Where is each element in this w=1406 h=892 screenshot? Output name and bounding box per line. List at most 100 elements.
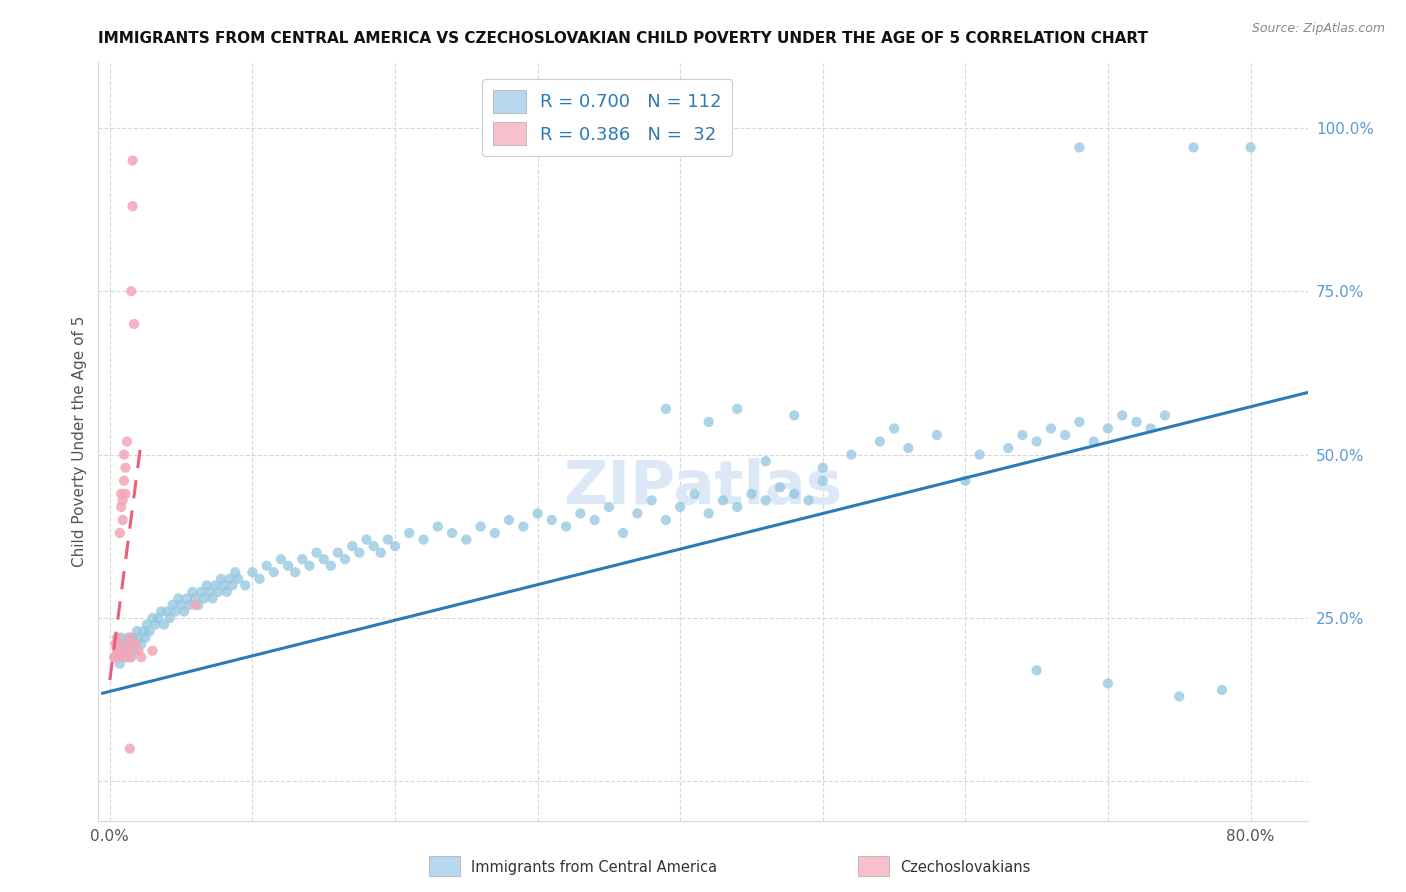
Point [115,650,138,665]
Point [277,558,299,573]
Point [769,480,792,494]
Point [925,428,948,442]
Legend: R = 0.700   N = 112, R = 0.386   N =  32: R = 0.700 N = 112, R = 0.386 N = 32 [482,79,733,156]
Point [284,566,307,580]
Point [110,631,132,645]
Y-axis label: Child Poverty Under the Age of 5: Child Poverty Under the Age of 5 [72,316,87,567]
Text: Czechoslovakians: Czechoslovakians [900,860,1031,874]
Point [1125,415,1147,429]
Point [263,566,285,580]
Point [111,643,134,657]
Point [114,637,136,651]
Point [256,558,278,573]
Point [127,643,149,657]
Point [242,566,264,580]
Point [129,650,152,665]
Point [121,631,143,645]
Point [176,591,198,606]
Point [512,519,534,533]
Point [111,513,134,527]
Point [955,474,977,488]
Point [184,591,207,606]
Point [1025,663,1047,677]
Point [142,611,165,625]
Point [124,637,146,651]
Point [117,631,139,645]
Point [298,558,321,573]
Point [1097,421,1119,435]
Point [120,650,142,665]
Point [755,454,778,468]
Point [117,637,139,651]
Point [110,500,132,514]
Point [498,513,520,527]
Point [1182,140,1205,154]
Point [270,552,292,566]
Point [640,493,662,508]
Point [122,317,145,331]
Point [655,401,678,416]
Point [598,500,620,514]
Point [569,507,592,521]
Point [121,199,143,213]
Point [356,533,378,547]
Point [112,474,135,488]
Point [839,448,862,462]
Point [755,493,778,508]
Point [626,507,648,521]
Point [1154,409,1177,423]
Text: Source: ZipAtlas.com: Source: ZipAtlas.com [1251,22,1385,36]
Point [1054,428,1077,442]
Point [224,566,246,580]
Point [108,526,131,541]
Point [193,591,215,606]
Point [105,637,128,651]
Point [249,572,271,586]
Point [108,657,131,671]
Point [897,441,920,455]
Point [683,487,706,501]
Point [187,598,209,612]
Point [103,650,125,665]
Point [291,552,314,566]
Point [190,585,212,599]
Point [170,598,193,612]
Point [1083,434,1105,449]
Point [204,578,226,592]
Point [997,441,1019,455]
Point [221,578,243,592]
Point [412,533,434,547]
Point [195,578,218,592]
Point [1097,676,1119,690]
Point [484,526,506,541]
Point [139,624,162,639]
Point [115,643,138,657]
Point [349,546,371,560]
Point [697,507,720,521]
Point [108,643,131,657]
Point [612,526,634,541]
Point [740,487,762,501]
Point [114,460,136,475]
Point [370,546,392,560]
Point [162,598,184,612]
Point [110,487,132,501]
Point [969,448,991,462]
Point [179,598,201,612]
Point [783,409,806,423]
Point [1069,140,1091,154]
Point [122,643,145,657]
Point [134,631,156,645]
Point [583,513,606,527]
Point [209,572,232,586]
Point [112,448,135,462]
Point [142,643,165,657]
Point [555,519,578,533]
Point [118,650,141,665]
Point [226,572,249,586]
Text: ZIPatlas: ZIPatlas [564,458,842,516]
Point [117,643,139,657]
Point [156,605,179,619]
Point [363,539,385,553]
Point [125,624,148,639]
